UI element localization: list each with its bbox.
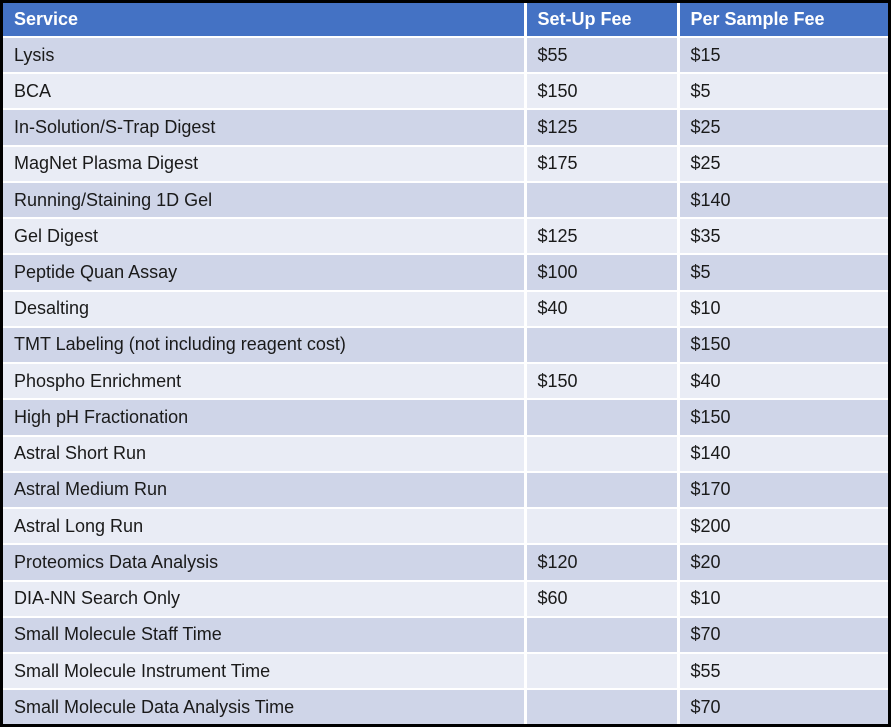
setup-fee-cell: $120 <box>523 544 678 581</box>
setup-fee-cell: $125 <box>523 109 678 146</box>
per-sample-fee-column-header: Per Sample Fee <box>676 3 888 37</box>
service-cell: Astral Medium Run <box>3 471 525 509</box>
service-cell: Small Molecule Data Analysis Time <box>3 689 525 724</box>
per-sample-fee-cell: $10 <box>676 290 888 327</box>
table-row: Peptide Quan Assay $100 $5 <box>3 254 888 291</box>
table-row: BCA $150 $5 <box>3 73 888 110</box>
service-cell: Proteomics Data Analysis <box>3 544 525 581</box>
table-row: Small Molecule Instrument Time $55 <box>3 652 888 690</box>
table-row: Running/Staining 1D Gel $140 <box>3 181 888 219</box>
service-cell: High pH Fractionation <box>3 399 525 436</box>
service-cell: Small Molecule Instrument Time <box>3 652 525 690</box>
setup-fee-cell <box>523 616 678 653</box>
per-sample-fee-cell: $170 <box>676 471 888 509</box>
setup-fee-cell <box>523 435 678 472</box>
setup-fee-cell <box>523 399 678 436</box>
setup-fee-cell: $40 <box>523 290 678 327</box>
table-row: Astral Long Run $200 <box>3 508 888 545</box>
setup-fee-cell <box>523 652 678 690</box>
setup-fee-cell: $150 <box>523 363 678 400</box>
service-cell: Desalting <box>3 290 525 327</box>
service-cell: Phospho Enrichment <box>3 363 525 400</box>
table-row: Gel Digest $125 $35 <box>3 218 888 255</box>
table-row: Desalting $40 $10 <box>3 290 888 327</box>
setup-fee-cell: $100 <box>523 254 678 291</box>
service-cell: In-Solution/S-Trap Digest <box>3 109 525 146</box>
service-cell: TMT Labeling (not including reagent cost… <box>3 326 525 364</box>
per-sample-fee-cell: $10 <box>676 580 888 617</box>
per-sample-fee-cell: $5 <box>676 73 888 110</box>
setup-fee-column-header: Set-Up Fee <box>523 3 678 37</box>
per-sample-fee-cell: $70 <box>676 616 888 653</box>
setup-fee-cell: $150 <box>523 73 678 110</box>
table-row: In-Solution/S-Trap Digest $125 $25 <box>3 109 888 146</box>
setup-fee-cell: $55 <box>523 37 678 74</box>
table-row: Astral Medium Run $170 <box>3 471 888 509</box>
setup-fee-cell <box>523 471 678 509</box>
service-cell: Small Molecule Staff Time <box>3 616 525 653</box>
per-sample-fee-cell: $35 <box>676 218 888 255</box>
table-row: TMT Labeling (not including reagent cost… <box>3 326 888 364</box>
service-cell: Astral Short Run <box>3 435 525 472</box>
setup-fee-cell: $60 <box>523 580 678 617</box>
per-sample-fee-cell: $25 <box>676 145 888 182</box>
service-cell: Peptide Quan Assay <box>3 254 525 291</box>
per-sample-fee-cell: $150 <box>676 326 888 364</box>
per-sample-fee-cell: $150 <box>676 399 888 436</box>
per-sample-fee-cell: $140 <box>676 435 888 472</box>
setup-fee-cell <box>523 689 678 724</box>
setup-fee-cell <box>523 326 678 364</box>
per-sample-fee-cell: $20 <box>676 544 888 581</box>
table-row: Astral Short Run $140 <box>3 435 888 472</box>
table-row: Phospho Enrichment $150 $40 <box>3 363 888 400</box>
per-sample-fee-cell: $40 <box>676 363 888 400</box>
service-cell: BCA <box>3 73 525 110</box>
table-row: Small Molecule Staff Time $70 <box>3 616 888 653</box>
table-row: Small Molecule Data Analysis Time $70 <box>3 689 888 724</box>
per-sample-fee-cell: $55 <box>676 652 888 690</box>
service-cell: Astral Long Run <box>3 508 525 545</box>
table-row: Lysis $55 $15 <box>3 37 888 74</box>
per-sample-fee-cell: $5 <box>676 254 888 291</box>
per-sample-fee-cell: $140 <box>676 181 888 219</box>
table-row: DIA-NN Search Only $60 $10 <box>3 580 888 617</box>
table-row: MagNet Plasma Digest $175 $25 <box>3 145 888 182</box>
fee-table-body: Lysis $55 $15 BCA $150 $5 In-Solution/S-Trap D… <box>3 37 888 724</box>
service-cell: Lysis <box>3 37 525 74</box>
table-row: High pH Fractionation $150 <box>3 399 888 436</box>
service-cell: Gel Digest <box>3 218 525 255</box>
service-cell: Running/Staining 1D Gel <box>3 181 525 219</box>
table-row: Proteomics Data Analysis $120 $20 <box>3 544 888 581</box>
per-sample-fee-cell: $15 <box>676 37 888 74</box>
setup-fee-cell <box>523 181 678 219</box>
service-cell: DIA-NN Search Only <box>3 580 525 617</box>
per-sample-fee-cell: $25 <box>676 109 888 146</box>
setup-fee-cell <box>523 508 678 545</box>
service-column-header: Service <box>3 3 525 37</box>
fee-table-header: Service Set-Up Fee Per Sample Fee <box>3 3 888 37</box>
service-cell: MagNet Plasma Digest <box>3 145 525 182</box>
header-row: Service Set-Up Fee Per Sample Fee <box>3 3 888 37</box>
per-sample-fee-cell: $70 <box>676 689 888 724</box>
setup-fee-cell: $125 <box>523 218 678 255</box>
per-sample-fee-cell: $200 <box>676 508 888 545</box>
service-fee-table: Service Set-Up Fee Per Sample Fee Lysis $… <box>3 3 888 724</box>
setup-fee-cell: $175 <box>523 145 678 182</box>
